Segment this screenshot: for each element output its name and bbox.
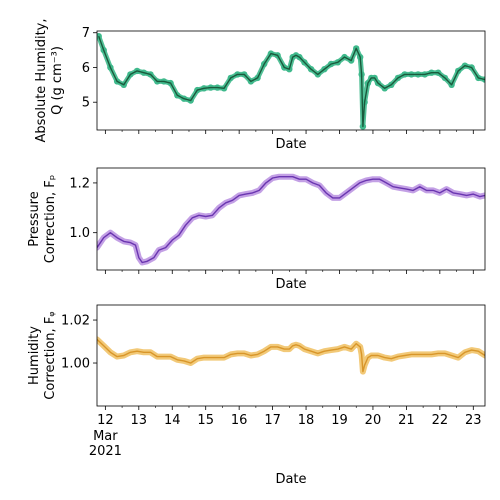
series-line: [97, 175, 485, 264]
y-tick-label: 1.0: [69, 226, 90, 241]
subplot-2: 1.0 1.2 Date Pressure Correction, Fₚ: [27, 167, 486, 292]
y-tick-label: 1.2: [69, 176, 90, 191]
x-tick-label: 16: [231, 413, 248, 428]
y-tick-label: 1.00: [61, 357, 90, 372]
y-axis-label: Correction, Fᵩ: [43, 311, 58, 399]
x-tick-label: 20: [365, 413, 382, 428]
x-tick-label: 19: [331, 413, 348, 428]
x-tick-label: 18: [298, 413, 315, 428]
axes-frame: [96, 304, 486, 407]
plot-area: [97, 173, 485, 266]
x-tick-label: 17: [264, 413, 281, 428]
y-tick-label: 6: [82, 61, 90, 76]
x-tick-sublabel: 2021: [89, 444, 122, 459]
y-axis-label: Q (g cm⁻³): [50, 46, 65, 115]
series-line: [97, 338, 485, 373]
axes-frame: [96, 30, 486, 131]
series-band: [97, 173, 485, 266]
subplot-1: 5 6 7 Date Absolute Humidity, Q (g cm⁻³): [34, 18, 486, 152]
y-axis-label: Humidity: [27, 326, 42, 385]
x-tick-label: 22: [432, 413, 449, 428]
x-tick-label: 13: [131, 413, 148, 428]
x-axis-label: Date: [275, 137, 306, 152]
x-tick-label: 15: [197, 413, 214, 428]
x-tick-label: 23: [465, 413, 482, 428]
axes-frame: [96, 167, 486, 271]
y-axis-label: Absolute Humidity,: [34, 18, 49, 142]
series-line: [98, 35, 485, 128]
plot-area: [97, 33, 485, 130]
y-tick-label: 7: [82, 26, 90, 41]
plot-area: [97, 336, 485, 375]
x-tick-label: 12: [97, 413, 114, 428]
y-tick-label: 1.02: [61, 314, 90, 329]
y-tick-label: 5: [82, 96, 90, 111]
x-axis-label: Date: [275, 472, 306, 487]
y-axis-label: Pressure: [27, 191, 42, 247]
x-axis-label: Date: [275, 277, 306, 292]
x-tick-label: 14: [164, 413, 181, 428]
x-tick-sublabel: Mar: [93, 429, 118, 444]
y-axis-label: Correction, Fₚ: [43, 175, 58, 264]
x-tick-label: 21: [398, 413, 415, 428]
